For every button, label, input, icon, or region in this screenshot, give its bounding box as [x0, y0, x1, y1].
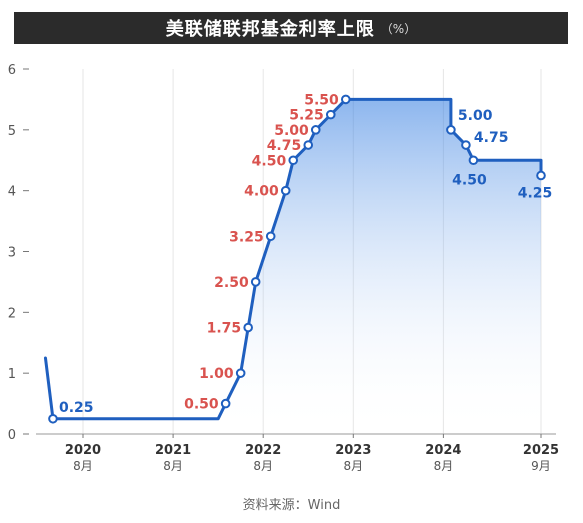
- area-layer: [45, 99, 541, 435]
- y-tick-label: 2: [8, 306, 16, 321]
- x-tick-year: 2024: [425, 443, 461, 458]
- data-point: [446, 125, 456, 135]
- data-label: 0.25: [59, 400, 94, 416]
- y-tick-label: 5: [8, 124, 16, 139]
- data-point: [536, 170, 546, 181]
- x-tick-year: 2023: [335, 443, 371, 458]
- data-point: [303, 140, 314, 150]
- y-tick-label: 3: [8, 246, 16, 261]
- data-point: [235, 368, 246, 378]
- y-tick-label: 6: [8, 63, 16, 78]
- data-label: 4.50: [452, 172, 487, 188]
- chart-title: 美联储联邦基金利率上限: [165, 19, 375, 40]
- data-point: [220, 398, 231, 409]
- x-tick-year: 2020: [65, 443, 101, 458]
- data-point: [325, 109, 336, 120]
- data-point: [48, 413, 58, 424]
- data-label: 4.75: [474, 130, 509, 146]
- axis-layer: 012345620208月20218月20228月20238月20248月202…: [8, 63, 559, 473]
- data-label: 1.00: [199, 366, 234, 382]
- x-tick-year: 2022: [245, 443, 281, 458]
- data-label: 1.75: [207, 321, 242, 337]
- data-point: [280, 185, 291, 196]
- data-point: [468, 155, 479, 166]
- data-label: 2.50: [214, 275, 249, 291]
- source-label: 资料来源：Wind: [242, 498, 341, 513]
- data-label: 4.00: [244, 184, 279, 200]
- x-tick-month: 8月: [434, 459, 454, 473]
- data-point: [243, 322, 253, 333]
- source-note: 资料来源：Wind: [0, 494, 583, 513]
- data-label: 5.50: [304, 92, 339, 108]
- data-label: 5.00: [274, 123, 309, 139]
- y-tick-label: 1: [8, 367, 16, 382]
- area-fill: [45, 99, 541, 435]
- x-tick-month: 8月: [163, 459, 183, 473]
- data-point: [250, 277, 261, 287]
- x-tick-month: 8月: [73, 459, 93, 473]
- data-point: [310, 125, 321, 135]
- data-point: [461, 140, 471, 150]
- data-label: 5.00: [458, 108, 493, 124]
- x-tick-month: 8月: [253, 459, 273, 473]
- data-label: 5.25: [289, 108, 324, 124]
- y-tick-label: 4: [8, 185, 16, 200]
- data-label: 4.25: [518, 185, 553, 201]
- chart-unit: （%）: [380, 21, 417, 36]
- x-tick-year: 2021: [155, 443, 191, 458]
- label-layer: 0.25 0.501.001.752.503.254.004.504.755.00…: [59, 92, 552, 415]
- data-label: 4.50: [252, 153, 287, 169]
- x-tick-month: 9月: [531, 459, 551, 473]
- x-tick-year: 2025: [523, 443, 559, 458]
- chart-title-bar: 美联储联邦基金利率上限 （%）: [14, 12, 568, 44]
- data-point: [288, 155, 299, 166]
- y-tick-label: 0: [8, 428, 16, 443]
- data-label: 0.50: [184, 397, 219, 413]
- data-label: 4.75: [267, 138, 302, 154]
- data-point: [340, 94, 351, 105]
- x-tick-month: 8月: [343, 459, 363, 473]
- data-label: 3.25: [229, 229, 264, 245]
- point-layer: [48, 94, 546, 424]
- data-point: [265, 231, 276, 242]
